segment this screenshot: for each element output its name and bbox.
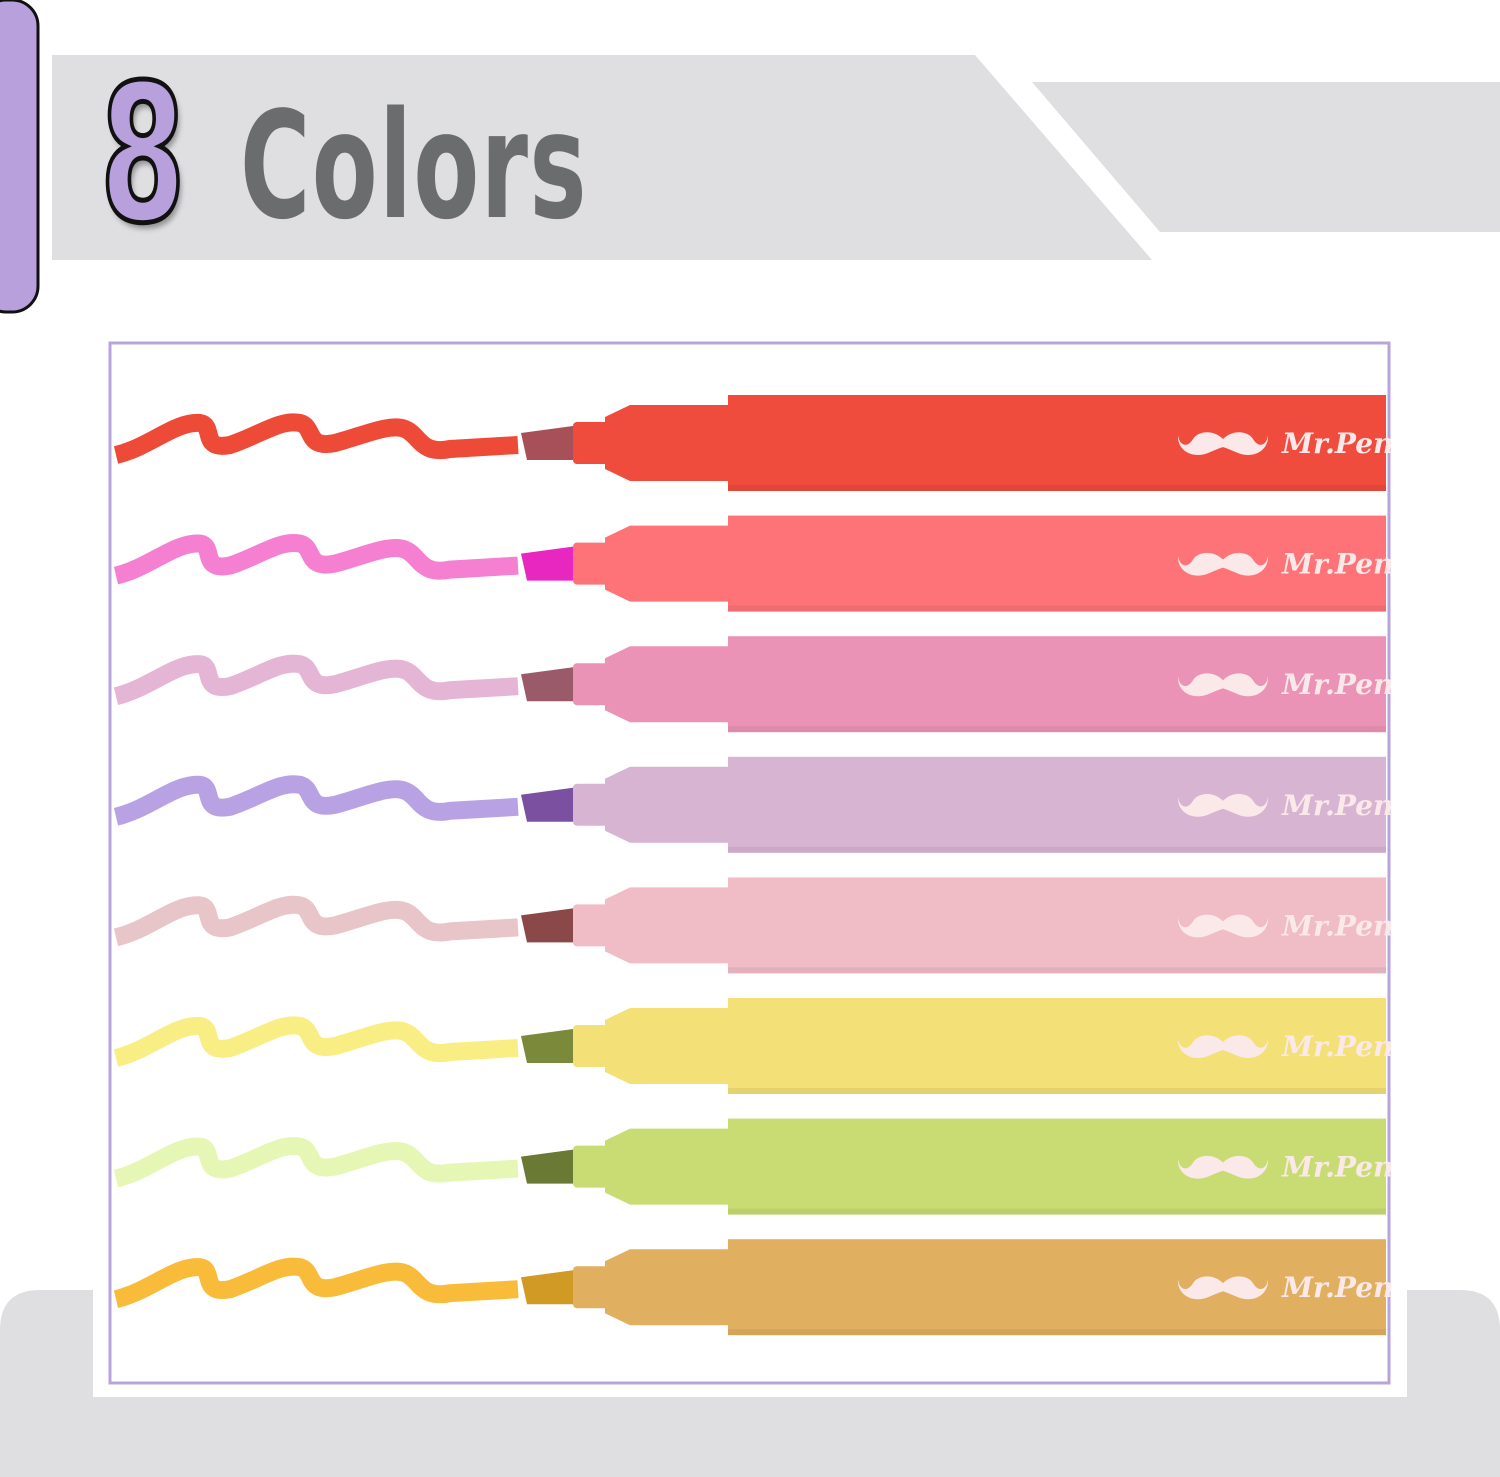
pen-body <box>728 1239 1386 1336</box>
color-swatch-stroke <box>113 895 519 947</box>
pen-body <box>728 1118 1386 1215</box>
title-banner <box>52 55 1152 260</box>
pen-cap <box>605 887 730 964</box>
pen-cap <box>605 525 730 602</box>
pen-body-shade <box>728 1329 1386 1336</box>
mustache-logo-icon <box>1177 673 1269 697</box>
chisel-tip <box>521 1270 573 1305</box>
mustache-logo-icon <box>1177 914 1269 938</box>
color-swatch-stroke <box>113 654 519 705</box>
pen-body <box>728 395 1386 491</box>
mustache-logo-icon <box>1177 552 1269 576</box>
color-swatch-stroke <box>113 1137 519 1188</box>
chisel-tip <box>521 787 573 822</box>
pen-collar <box>573 904 609 947</box>
pen-collar <box>573 1025 609 1067</box>
chisel-tip <box>521 667 573 702</box>
pen-list: Mr.Pen Mr.Pen Mr.Pen Mr.Pen Mr.Pen Mr.Pen Mr.P… <box>113 395 1393 1336</box>
mustache-logo-icon <box>1177 432 1269 455</box>
pen-cap <box>605 646 730 723</box>
pen-cap <box>605 1128 730 1205</box>
pen-body-shade <box>728 846 1386 853</box>
brand-label: Mr.Pen <box>1281 668 1393 701</box>
pen-cap <box>605 766 730 843</box>
pen-body-shade <box>728 605 1386 612</box>
pen-body <box>728 998 1386 1094</box>
pen-body-shade <box>728 1088 1386 1094</box>
color-swatch-stroke <box>113 413 519 464</box>
chisel-tip <box>521 546 573 581</box>
pen-body <box>728 877 1386 974</box>
pen-body <box>728 515 1386 612</box>
purple-side-tab <box>0 0 40 314</box>
brand-label: Mr.Pen <box>1281 789 1393 822</box>
pen-body-shade <box>728 485 1386 491</box>
chisel-tip <box>521 1149 573 1184</box>
mustache-logo-icon <box>1177 1035 1269 1058</box>
brand-label: Mr.Pen <box>1281 1030 1393 1063</box>
brand-label: Mr.Pen <box>1281 548 1393 581</box>
pen-collar <box>573 1266 609 1309</box>
pen-cap <box>605 1008 730 1084</box>
page-title: Colors <box>240 80 588 252</box>
brand-label: Mr.Pen <box>1281 427 1393 460</box>
color-swatch-stroke <box>113 1257 519 1308</box>
pen-cap <box>605 405 730 481</box>
pen-item: Mr.Pen <box>113 877 1393 974</box>
pen-item: Mr.Pen <box>113 998 1393 1094</box>
brand-label: Mr.Pen <box>1281 1271 1393 1304</box>
pen-cap <box>605 1249 730 1326</box>
chisel-tip <box>521 426 573 460</box>
pen-body-shade <box>728 1208 1386 1215</box>
chisel-tip <box>521 908 573 943</box>
pen-collar <box>573 783 609 826</box>
color-count: 8 <box>98 44 187 265</box>
pen-item: Mr.Pen <box>113 1118 1393 1215</box>
pen-item: Mr.Pen <box>113 636 1393 733</box>
mustache-logo-icon <box>1177 1155 1269 1179</box>
mustache-logo-icon <box>1177 1276 1269 1300</box>
pen-collar <box>573 1145 609 1188</box>
pen-collar <box>573 422 609 464</box>
mustache-logo-icon <box>1177 794 1269 817</box>
pen-body <box>728 756 1386 853</box>
pen-collar <box>573 663 609 706</box>
pen-item: Mr.Pen <box>113 1239 1393 1336</box>
color-swatch-stroke <box>113 534 519 585</box>
pen-body-shade <box>728 726 1386 733</box>
pen-item: Mr.Pen <box>113 395 1393 491</box>
pen-body-shade <box>728 967 1386 974</box>
pens-frame <box>108 341 1391 1385</box>
pen-body <box>728 636 1386 733</box>
pen-item: Mr.Pen <box>113 515 1393 612</box>
pen-item: Mr.Pen <box>113 756 1393 853</box>
chisel-tip <box>521 1029 573 1063</box>
brand-label: Mr.Pen <box>1281 909 1393 942</box>
brand-label: Mr.Pen <box>1281 1151 1393 1184</box>
pen-collar <box>573 542 609 585</box>
banner-accent <box>1032 82 1500 232</box>
color-swatch-stroke <box>113 1016 519 1067</box>
color-swatch-stroke <box>113 775 519 826</box>
